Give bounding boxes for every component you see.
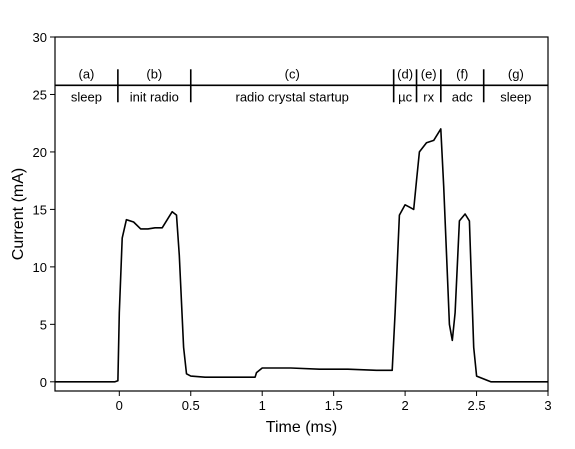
y-tick-label: 10 xyxy=(33,260,47,275)
y-tick-label: 0 xyxy=(40,375,47,390)
phase-letter: (f) xyxy=(456,66,468,81)
current-trace-line xyxy=(55,128,548,383)
y-tick-label: 30 xyxy=(33,30,47,45)
trace-layer xyxy=(55,128,548,383)
phase-letter: (g) xyxy=(508,66,524,81)
x-tick-label: 2 xyxy=(401,398,408,413)
y-tick-label: 15 xyxy=(33,202,47,217)
phase-name: adc xyxy=(452,89,473,104)
y-tick-label: 5 xyxy=(40,317,47,332)
phase-name: sleep xyxy=(500,89,531,104)
phase-name: rx xyxy=(423,89,434,104)
x-tick-label: 2.5 xyxy=(468,398,486,413)
y-tick-label: 25 xyxy=(33,87,47,102)
phase-name: sleep xyxy=(71,89,102,104)
x-tick-label: 3 xyxy=(544,398,551,413)
phase-name: radio crystal startup xyxy=(235,89,348,104)
x-tick-label: 1 xyxy=(259,398,266,413)
x-axis-title: Time (ms) xyxy=(266,419,337,436)
phase-letter: (c) xyxy=(285,66,300,81)
phase-name: init radio xyxy=(130,89,179,104)
phase-letter: (b) xyxy=(146,66,162,81)
phase-letter: (d) xyxy=(397,66,413,81)
phase-annotation-band: (a) sleep (b) init radio (c) radio crystal st… xyxy=(55,66,548,104)
y-tick-label: 20 xyxy=(33,145,47,160)
x-tick-label: 0 xyxy=(116,398,123,413)
x-tick-label: 1.5 xyxy=(325,398,343,413)
phase-name: µc xyxy=(398,89,412,104)
y-axis-title: Current (mA) xyxy=(10,168,27,260)
plot-frame xyxy=(54,36,549,392)
phase-letter: (a) xyxy=(78,66,94,81)
x-tick-label: 0.5 xyxy=(182,398,200,413)
phase-letter: (e) xyxy=(421,66,437,81)
